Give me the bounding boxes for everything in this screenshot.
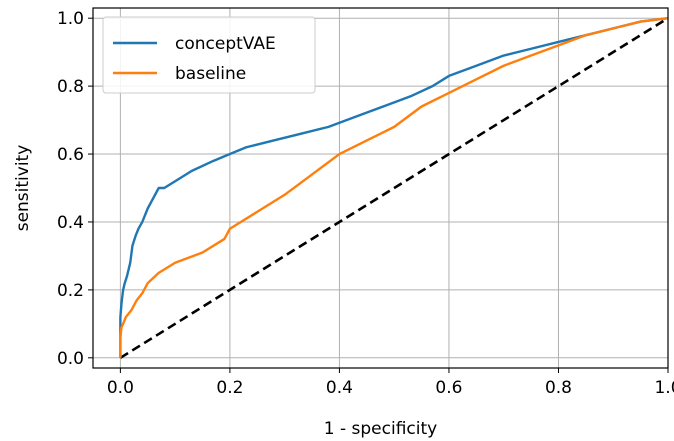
x-tick-label: 0.8 — [545, 378, 572, 398]
series-line-conceptvae — [119, 16, 669, 358]
ticks: 0.0 0.2 0.4 0.6 0.8 1.0 0.0 0.2 0.4 0.6 0.8 1.0 — [57, 9, 674, 398]
x-tick-label: 0.0 — [107, 378, 134, 398]
reference-layer — [119, 17, 669, 359]
x-tick-label: 0.2 — [216, 378, 243, 398]
series-layer — [119, 16, 669, 358]
x-tick-label: 0.6 — [435, 378, 462, 398]
x-tick-label: 0.4 — [326, 378, 353, 398]
y-tick-label: 0.6 — [57, 145, 84, 165]
x-tick-label: 1.0 — [654, 378, 674, 398]
plot-frame — [92, 7, 669, 369]
legend-label-conceptvae: conceptVAE — [175, 34, 276, 54]
x-axis-label: 1 - specificity — [324, 419, 437, 439]
y-tick-label: 0.4 — [57, 213, 84, 233]
y-tick-label: 0.8 — [57, 77, 84, 97]
y-tick-label: 1.0 — [57, 9, 84, 29]
y-tick-label: 0.0 — [57, 349, 84, 369]
legend-label-baseline: baseline — [175, 64, 246, 84]
y-axis-label: sensitivity — [13, 145, 33, 232]
y-tick-label: 0.2 — [57, 281, 84, 301]
legend: conceptVAE baseline — [102, 16, 316, 94]
reference-diagonal-line — [119, 17, 669, 359]
series-line-baseline — [119, 16, 669, 358]
